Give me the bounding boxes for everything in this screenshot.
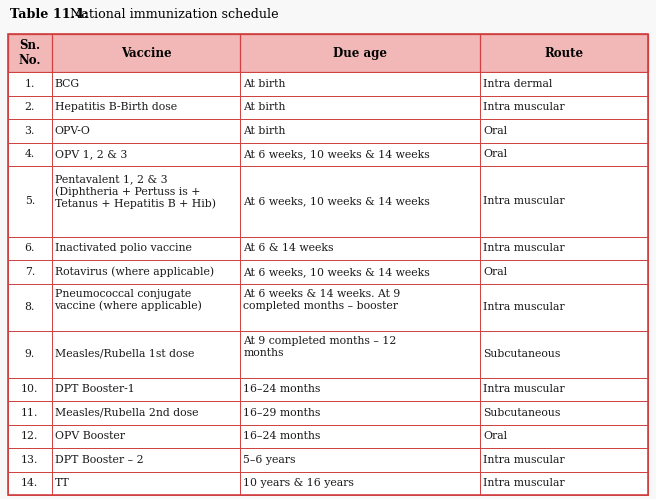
Bar bbox=[8, 72, 648, 95]
Text: Subcutaneous: Subcutaneous bbox=[483, 408, 561, 418]
Bar bbox=[8, 34, 648, 72]
Text: Pentavalent 1, 2 & 3
(Diphtheria + Pertuss is +
Tetanus + Hepatitis B + Hib): Pentavalent 1, 2 & 3 (Diphtheria + Pertu… bbox=[54, 175, 216, 209]
Text: 13.: 13. bbox=[21, 455, 39, 465]
Text: Intra muscular: Intra muscular bbox=[483, 102, 565, 112]
Text: DPT Booster – 2: DPT Booster – 2 bbox=[54, 455, 143, 465]
Text: TT: TT bbox=[54, 478, 70, 488]
Text: 7.: 7. bbox=[25, 267, 35, 277]
Text: Route: Route bbox=[544, 46, 584, 59]
Bar bbox=[8, 166, 648, 237]
Text: Measles/Rubella 1st dose: Measles/Rubella 1st dose bbox=[54, 349, 194, 359]
Bar bbox=[8, 448, 648, 472]
Text: 5–6 years: 5–6 years bbox=[243, 455, 296, 465]
Text: 10.: 10. bbox=[21, 384, 39, 394]
Text: At 6 & 14 weeks: At 6 & 14 weeks bbox=[243, 243, 334, 253]
Text: Inactivated polio vaccine: Inactivated polio vaccine bbox=[54, 243, 192, 253]
Text: At 9 completed months – 12
months: At 9 completed months – 12 months bbox=[243, 336, 397, 358]
Bar bbox=[8, 143, 648, 166]
Text: Subcutaneous: Subcutaneous bbox=[483, 349, 561, 359]
Text: 5.: 5. bbox=[25, 196, 35, 206]
Text: 16–29 months: 16–29 months bbox=[243, 408, 321, 418]
Text: Intra muscular: Intra muscular bbox=[483, 196, 565, 206]
Text: 10 years & 16 years: 10 years & 16 years bbox=[243, 478, 354, 488]
Bar bbox=[8, 472, 648, 495]
Bar bbox=[8, 95, 648, 119]
Text: Intra dermal: Intra dermal bbox=[483, 79, 553, 89]
Text: 4.: 4. bbox=[25, 149, 35, 159]
Text: 12.: 12. bbox=[21, 431, 39, 441]
Text: 16–24 months: 16–24 months bbox=[243, 384, 321, 394]
Text: 11.: 11. bbox=[21, 408, 39, 418]
Text: Measles/Rubella 2nd dose: Measles/Rubella 2nd dose bbox=[54, 408, 198, 418]
Text: OPV-O: OPV-O bbox=[54, 126, 91, 136]
Bar bbox=[8, 237, 648, 260]
Text: 1.: 1. bbox=[24, 79, 35, 89]
Text: Oral: Oral bbox=[483, 149, 508, 159]
Text: 14.: 14. bbox=[21, 478, 39, 488]
Text: Table 11.4:: Table 11.4: bbox=[10, 8, 89, 21]
Text: OPV 1, 2 & 3: OPV 1, 2 & 3 bbox=[54, 149, 127, 159]
Bar bbox=[8, 378, 648, 401]
Bar bbox=[8, 283, 648, 330]
Text: Intra muscular: Intra muscular bbox=[483, 243, 565, 253]
Text: At birth: At birth bbox=[243, 102, 286, 112]
Text: BCG: BCG bbox=[54, 79, 79, 89]
Text: 3.: 3. bbox=[24, 126, 35, 136]
Text: DPT Booster-1: DPT Booster-1 bbox=[54, 384, 134, 394]
Text: Hepatitis B-Birth dose: Hepatitis B-Birth dose bbox=[54, 102, 176, 112]
Text: Oral: Oral bbox=[483, 431, 508, 441]
Bar bbox=[8, 401, 648, 425]
Text: At 6 weeks, 10 weeks & 14 weeks: At 6 weeks, 10 weeks & 14 weeks bbox=[243, 267, 430, 277]
Text: Intra muscular: Intra muscular bbox=[483, 478, 565, 488]
Text: At birth: At birth bbox=[243, 79, 286, 89]
Text: Oral: Oral bbox=[483, 267, 508, 277]
Text: 6.: 6. bbox=[24, 243, 35, 253]
Text: 16–24 months: 16–24 months bbox=[243, 431, 321, 441]
Text: Pneumococcal conjugate
vaccine (where applicable): Pneumococcal conjugate vaccine (where ap… bbox=[54, 289, 203, 311]
Text: Intra muscular: Intra muscular bbox=[483, 384, 565, 394]
Bar bbox=[8, 425, 648, 448]
Text: 8.: 8. bbox=[24, 302, 35, 312]
Text: OPV Booster: OPV Booster bbox=[54, 431, 125, 441]
Text: Oral: Oral bbox=[483, 126, 508, 136]
Text: At 6 weeks, 10 weeks & 14 weeks: At 6 weeks, 10 weeks & 14 weeks bbox=[243, 149, 430, 159]
Bar bbox=[8, 330, 648, 378]
Bar bbox=[8, 119, 648, 143]
Text: Rotavirus (where applicable): Rotavirus (where applicable) bbox=[54, 266, 214, 277]
Text: Intra muscular: Intra muscular bbox=[483, 455, 565, 465]
Text: 9.: 9. bbox=[25, 349, 35, 359]
Text: At birth: At birth bbox=[243, 126, 286, 136]
Text: Due age: Due age bbox=[333, 46, 387, 59]
Text: 2.: 2. bbox=[24, 102, 35, 112]
Text: At 6 weeks & 14 weeks. At 9
completed months – booster: At 6 weeks & 14 weeks. At 9 completed mo… bbox=[243, 289, 401, 311]
Text: At 6 weeks, 10 weeks & 14 weeks: At 6 weeks, 10 weeks & 14 weeks bbox=[243, 196, 430, 206]
Text: National immunization schedule: National immunization schedule bbox=[62, 8, 279, 21]
Text: Vaccine: Vaccine bbox=[121, 46, 171, 59]
Text: Sn.
No.: Sn. No. bbox=[18, 39, 41, 67]
Text: Intra muscular: Intra muscular bbox=[483, 302, 565, 312]
Bar bbox=[8, 260, 648, 283]
